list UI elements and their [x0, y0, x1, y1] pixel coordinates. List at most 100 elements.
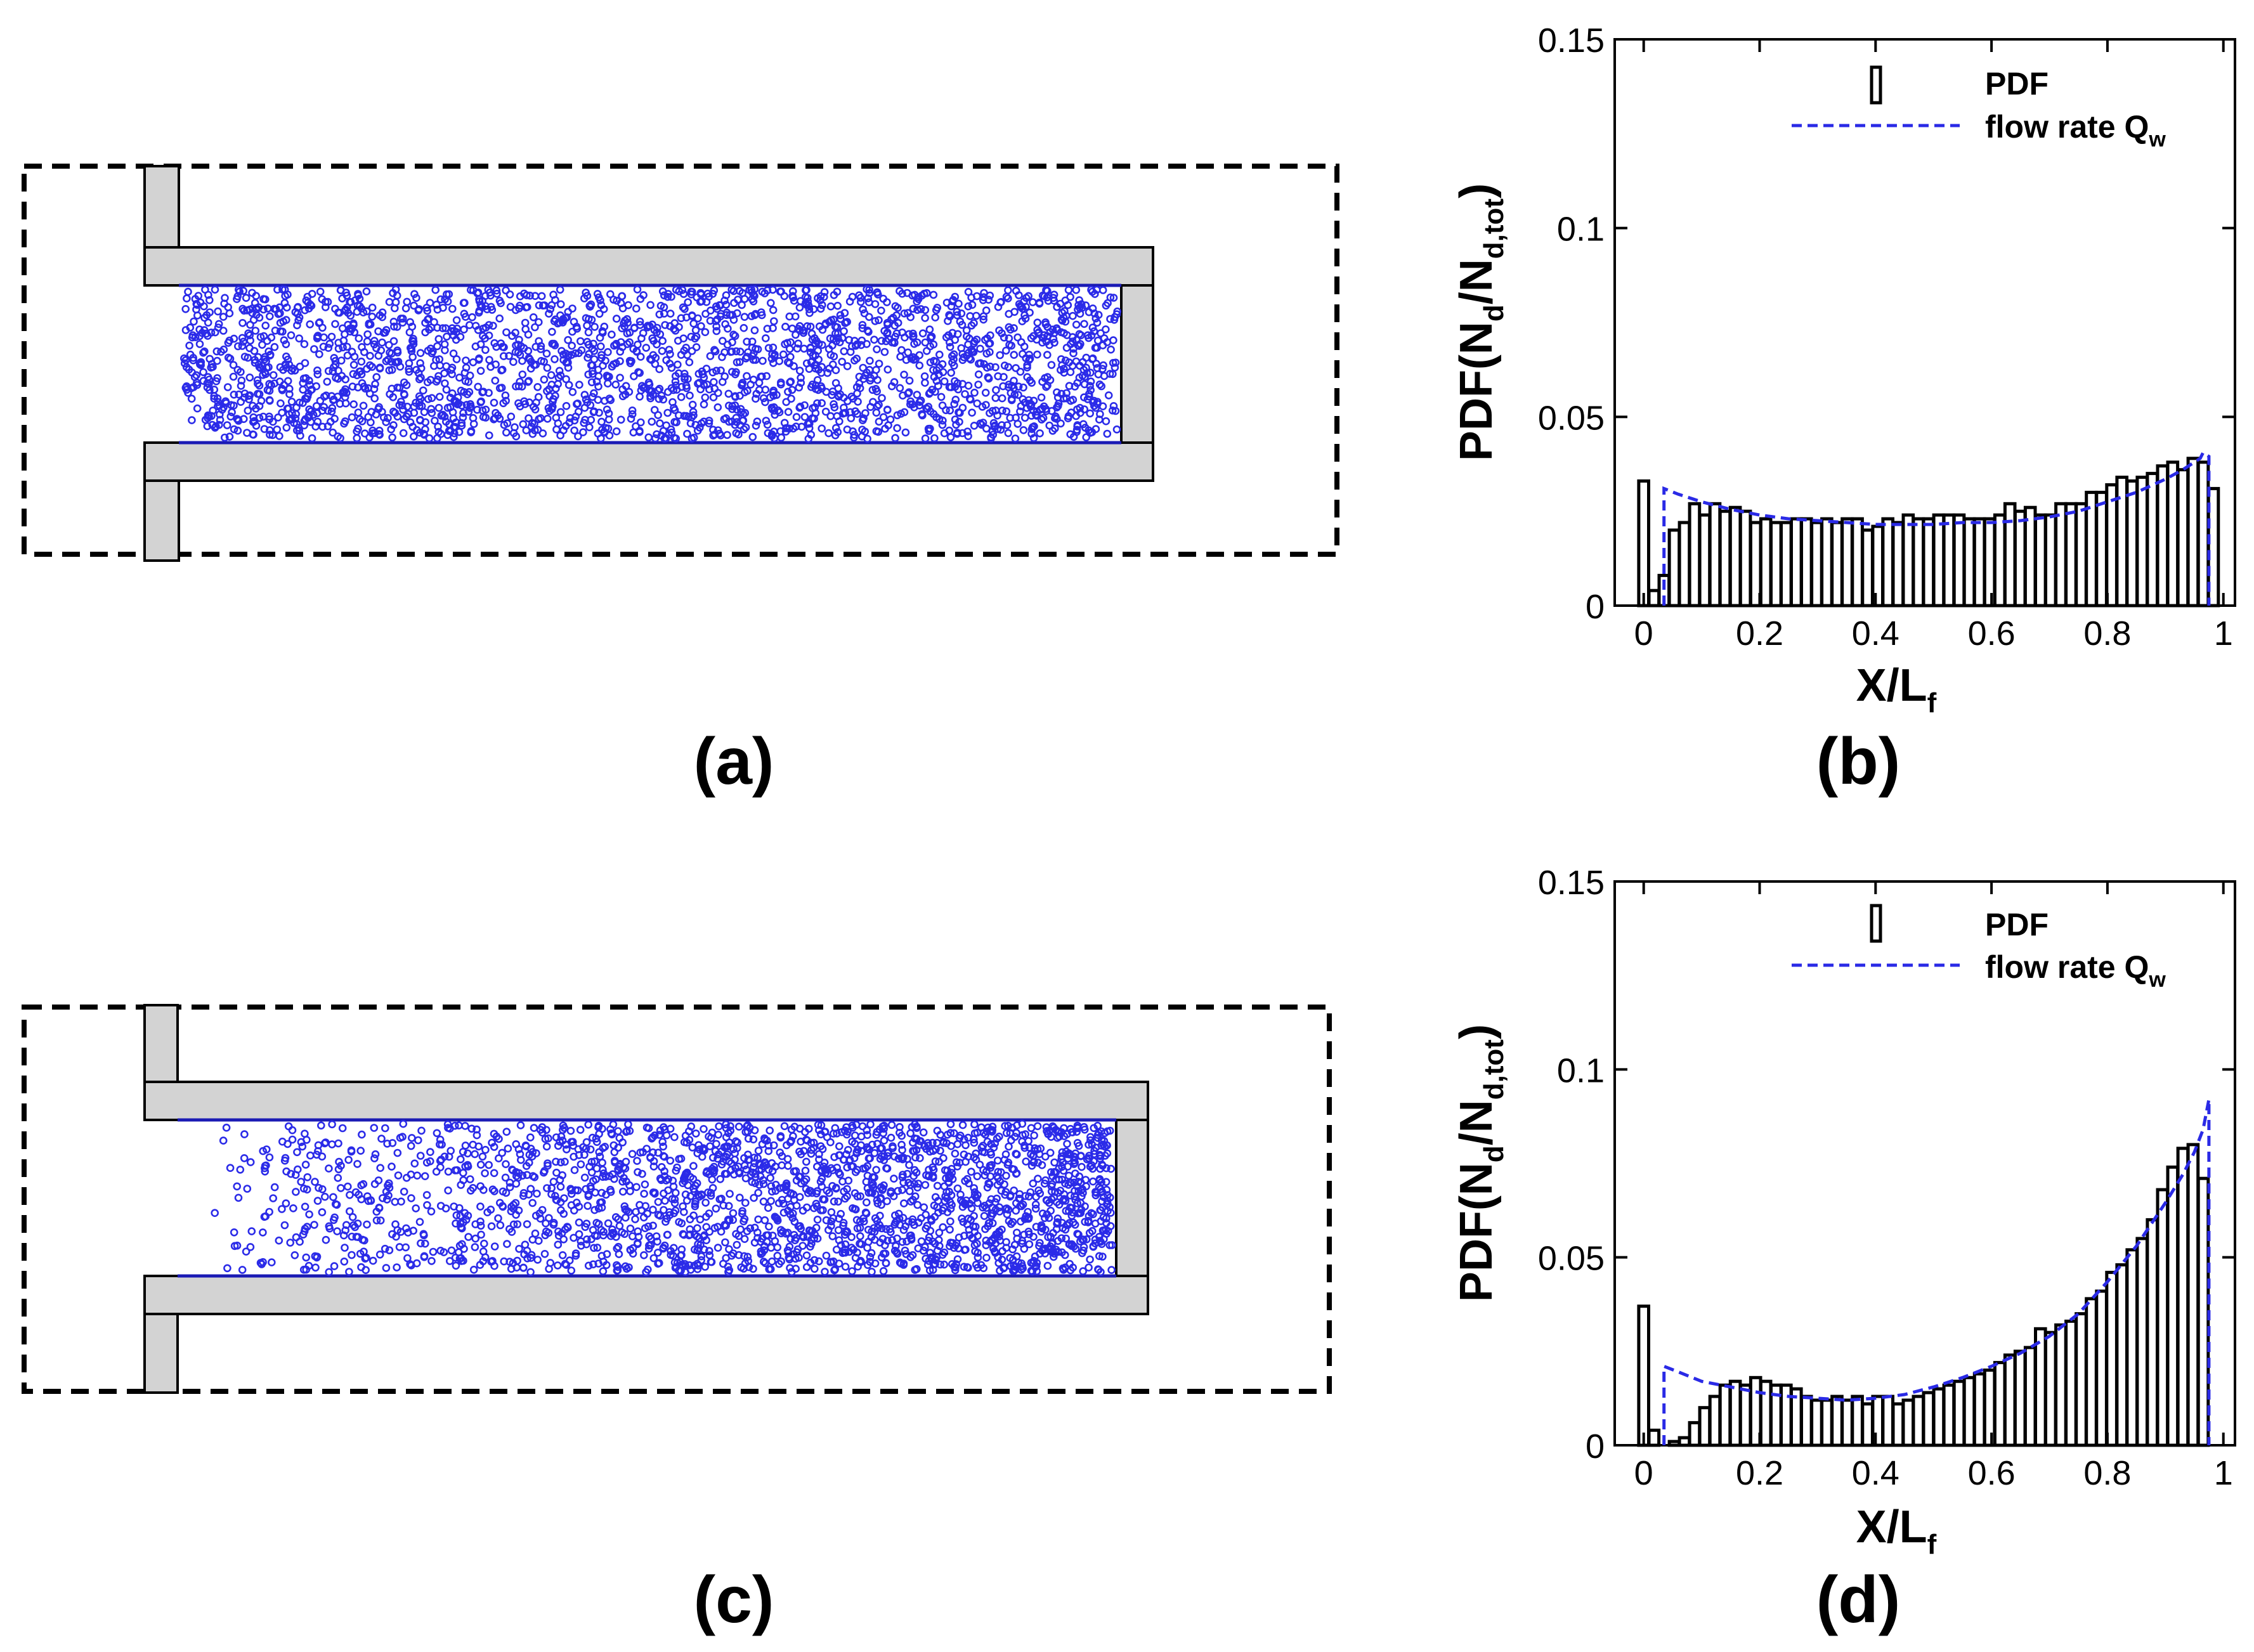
droplet [230, 390, 238, 399]
droplet [1023, 373, 1031, 381]
droplet [706, 316, 715, 325]
droplet [511, 423, 519, 432]
droplet [640, 384, 649, 393]
droplet [864, 294, 872, 302]
droplet [355, 415, 364, 424]
droplet [905, 388, 913, 396]
droplet [1004, 286, 1012, 295]
droplet [654, 1198, 663, 1206]
droplet [502, 396, 511, 405]
droplet [550, 341, 559, 349]
droplet [389, 337, 398, 346]
droplet [334, 308, 342, 317]
droplet [249, 431, 257, 439]
droplet [994, 372, 1002, 380]
droplet [784, 408, 793, 416]
droplet [727, 285, 736, 294]
droplet [240, 1154, 249, 1162]
droplet [646, 394, 655, 403]
droplet [618, 292, 626, 301]
droplet [340, 1258, 349, 1266]
droplet [278, 386, 287, 394]
droplet [233, 342, 242, 351]
droplet [223, 383, 232, 391]
droplet [556, 300, 565, 309]
droplet [897, 410, 905, 418]
droplet [278, 408, 286, 417]
y-tick-label: 0.15 [1538, 864, 1605, 902]
droplet [813, 1162, 821, 1171]
droplet [675, 411, 683, 420]
droplet [953, 311, 961, 320]
droplet [490, 1169, 498, 1178]
droplet [697, 419, 706, 427]
y-tick-label: 0 [1586, 588, 1605, 626]
droplet [353, 371, 362, 380]
droplet [644, 433, 653, 442]
droplet [987, 433, 995, 441]
droplet [471, 1150, 479, 1159]
droplet [597, 351, 606, 360]
droplet [284, 1122, 293, 1131]
droplet [324, 367, 333, 375]
droplet [213, 374, 221, 382]
droplet [570, 1206, 578, 1215]
droplet [604, 1219, 613, 1228]
droplet [595, 309, 604, 318]
pdf-bar [2085, 1297, 2098, 1447]
droplet [296, 362, 304, 371]
droplet [372, 373, 381, 381]
droplet [925, 325, 934, 334]
droplet [846, 408, 854, 417]
droplet [487, 1222, 496, 1230]
droplet [750, 311, 759, 320]
droplet [740, 313, 749, 322]
droplet [677, 314, 686, 323]
droplet [485, 356, 493, 364]
droplet [897, 346, 906, 354]
droplet [389, 407, 398, 416]
pdf-bar [1718, 1383, 1732, 1447]
pdf-bar [2034, 513, 2047, 608]
droplet [224, 353, 233, 362]
droplet [525, 398, 533, 406]
droplet [970, 339, 978, 348]
pdf-bar [2135, 1237, 2149, 1447]
droplet [498, 342, 507, 351]
droplet [431, 285, 440, 294]
droplet [958, 429, 967, 438]
droplet [992, 386, 1000, 394]
droplet [689, 319, 698, 328]
pdf-bar [1738, 509, 1752, 608]
droplet [246, 320, 254, 329]
droplet [670, 406, 679, 414]
droplet [440, 412, 449, 421]
pdf-bar [1708, 502, 1722, 608]
droplet [630, 324, 639, 332]
droplet [753, 417, 762, 426]
droplet [370, 385, 379, 393]
droplet [271, 326, 280, 335]
pdf-bar [1962, 517, 1976, 608]
droplet [870, 335, 878, 344]
droplet [1066, 1191, 1075, 1200]
droplet [857, 1132, 866, 1141]
droplet [196, 298, 205, 307]
droplet [998, 394, 1006, 403]
droplet [559, 316, 568, 325]
pdf-bar [2023, 1346, 2037, 1447]
droplet [455, 374, 464, 382]
droplet [459, 408, 467, 417]
droplet [245, 395, 253, 404]
droplet [358, 1130, 366, 1139]
droplet [681, 304, 689, 313]
droplet [712, 327, 721, 335]
droplet [1086, 1255, 1094, 1264]
y-tick-label: 0.05 [1538, 399, 1605, 437]
droplet [375, 431, 384, 439]
droplet [586, 302, 594, 311]
droplet [970, 388, 979, 397]
droplet [375, 363, 384, 372]
droplet [547, 371, 556, 379]
droplet [453, 400, 462, 409]
